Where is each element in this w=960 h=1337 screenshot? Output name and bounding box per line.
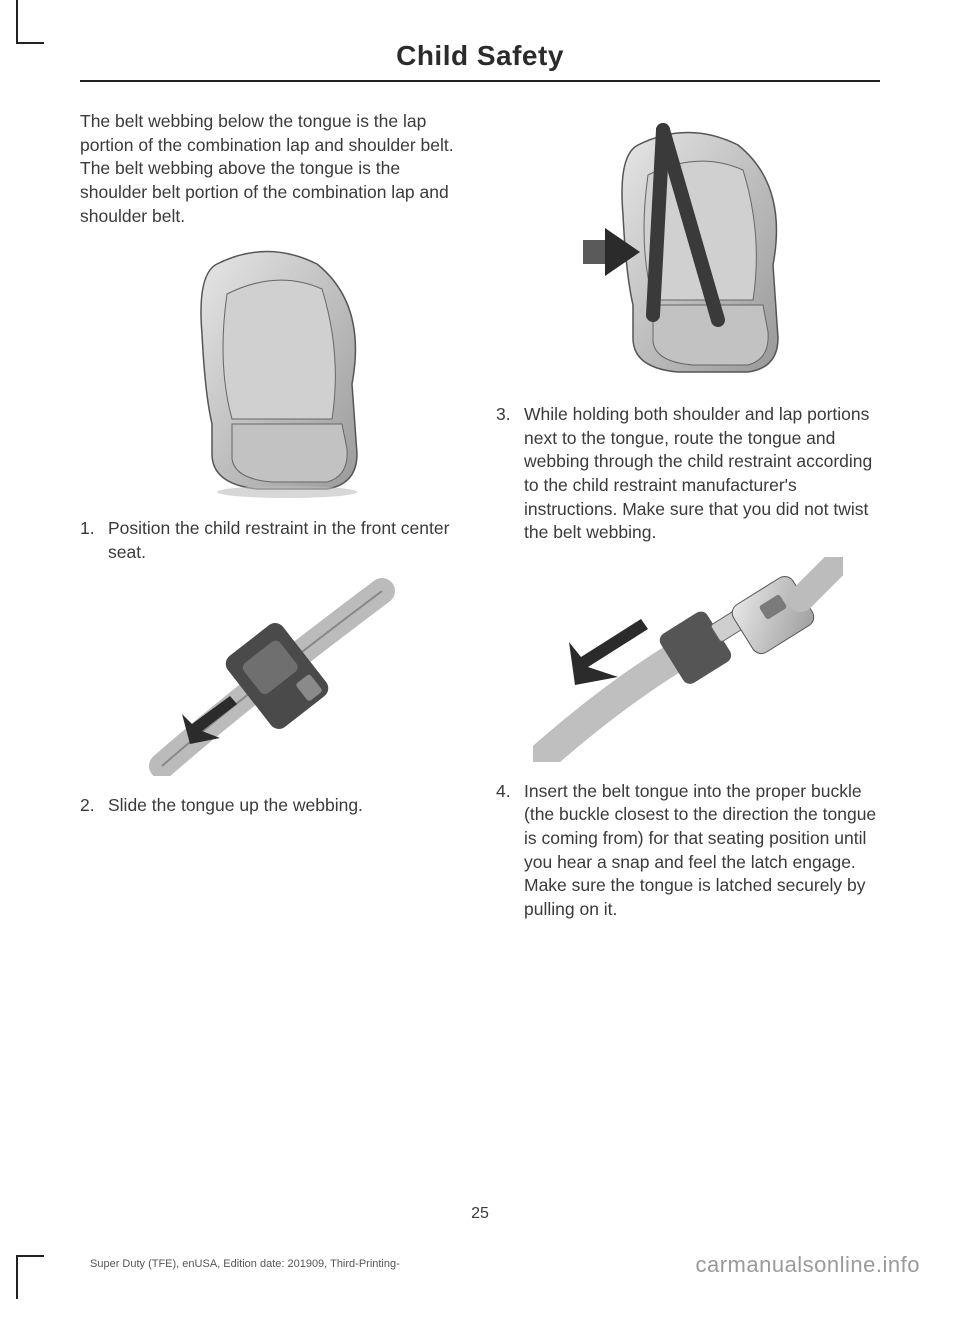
step-item: 2. Slide the tongue up the webbing. — [80, 794, 464, 818]
two-column-layout: The belt webbing below the tongue is the… — [80, 110, 880, 934]
step-text: Insert the belt tongue into the proper b… — [524, 780, 880, 922]
crop-mark-top-left — [16, 0, 44, 44]
footer-watermark: carmanualsonline.info — [695, 1252, 920, 1278]
footer-edition-info: Super Duty (TFE), enUSA, Edition date: 2… — [90, 1258, 400, 1270]
buckle-insert-icon — [533, 557, 843, 762]
steps-list-left: 1. Position the child restraint in the f… — [80, 517, 464, 564]
step-text: Position the child restraint in the fron… — [108, 517, 464, 564]
figure-4 — [496, 557, 880, 762]
intro-paragraph: The belt webbing below the tongue is the… — [80, 110, 464, 228]
title-rule — [80, 80, 880, 82]
steps-list-left-2: 2. Slide the tongue up the webbing. — [80, 794, 464, 818]
chapter-title: Child Safety — [80, 40, 880, 72]
step-number: 4. — [496, 780, 524, 922]
step-item: 3. While holding both shoulder and lap p… — [496, 403, 880, 545]
steps-list-right-2: 4. Insert the belt tongue into the prope… — [496, 780, 880, 922]
step-number: 2. — [80, 794, 108, 818]
step-item: 1. Position the child restraint in the f… — [80, 517, 464, 564]
step-text: While holding both shoulder and lap port… — [524, 403, 880, 545]
steps-list-right-1: 3. While holding both shoulder and lap p… — [496, 403, 880, 545]
route-belt-seat-icon — [568, 120, 808, 385]
figure-3 — [496, 120, 880, 385]
left-column: The belt webbing below the tongue is the… — [80, 110, 464, 934]
step-number: 1. — [80, 517, 108, 564]
crop-mark-bottom-left — [16, 1255, 44, 1299]
belt-tongue-slide-icon — [122, 576, 422, 776]
child-seat-icon — [157, 244, 387, 499]
step-text: Slide the tongue up the webbing. — [108, 794, 464, 818]
page-number: 25 — [0, 1205, 960, 1223]
figure-2 — [80, 576, 464, 776]
step-number: 3. — [496, 403, 524, 545]
page-content: Child Safety The belt webbing below the … — [80, 40, 880, 934]
right-column: 3. While holding both shoulder and lap p… — [496, 110, 880, 934]
step-item: 4. Insert the belt tongue into the prope… — [496, 780, 880, 922]
figure-1 — [80, 244, 464, 499]
